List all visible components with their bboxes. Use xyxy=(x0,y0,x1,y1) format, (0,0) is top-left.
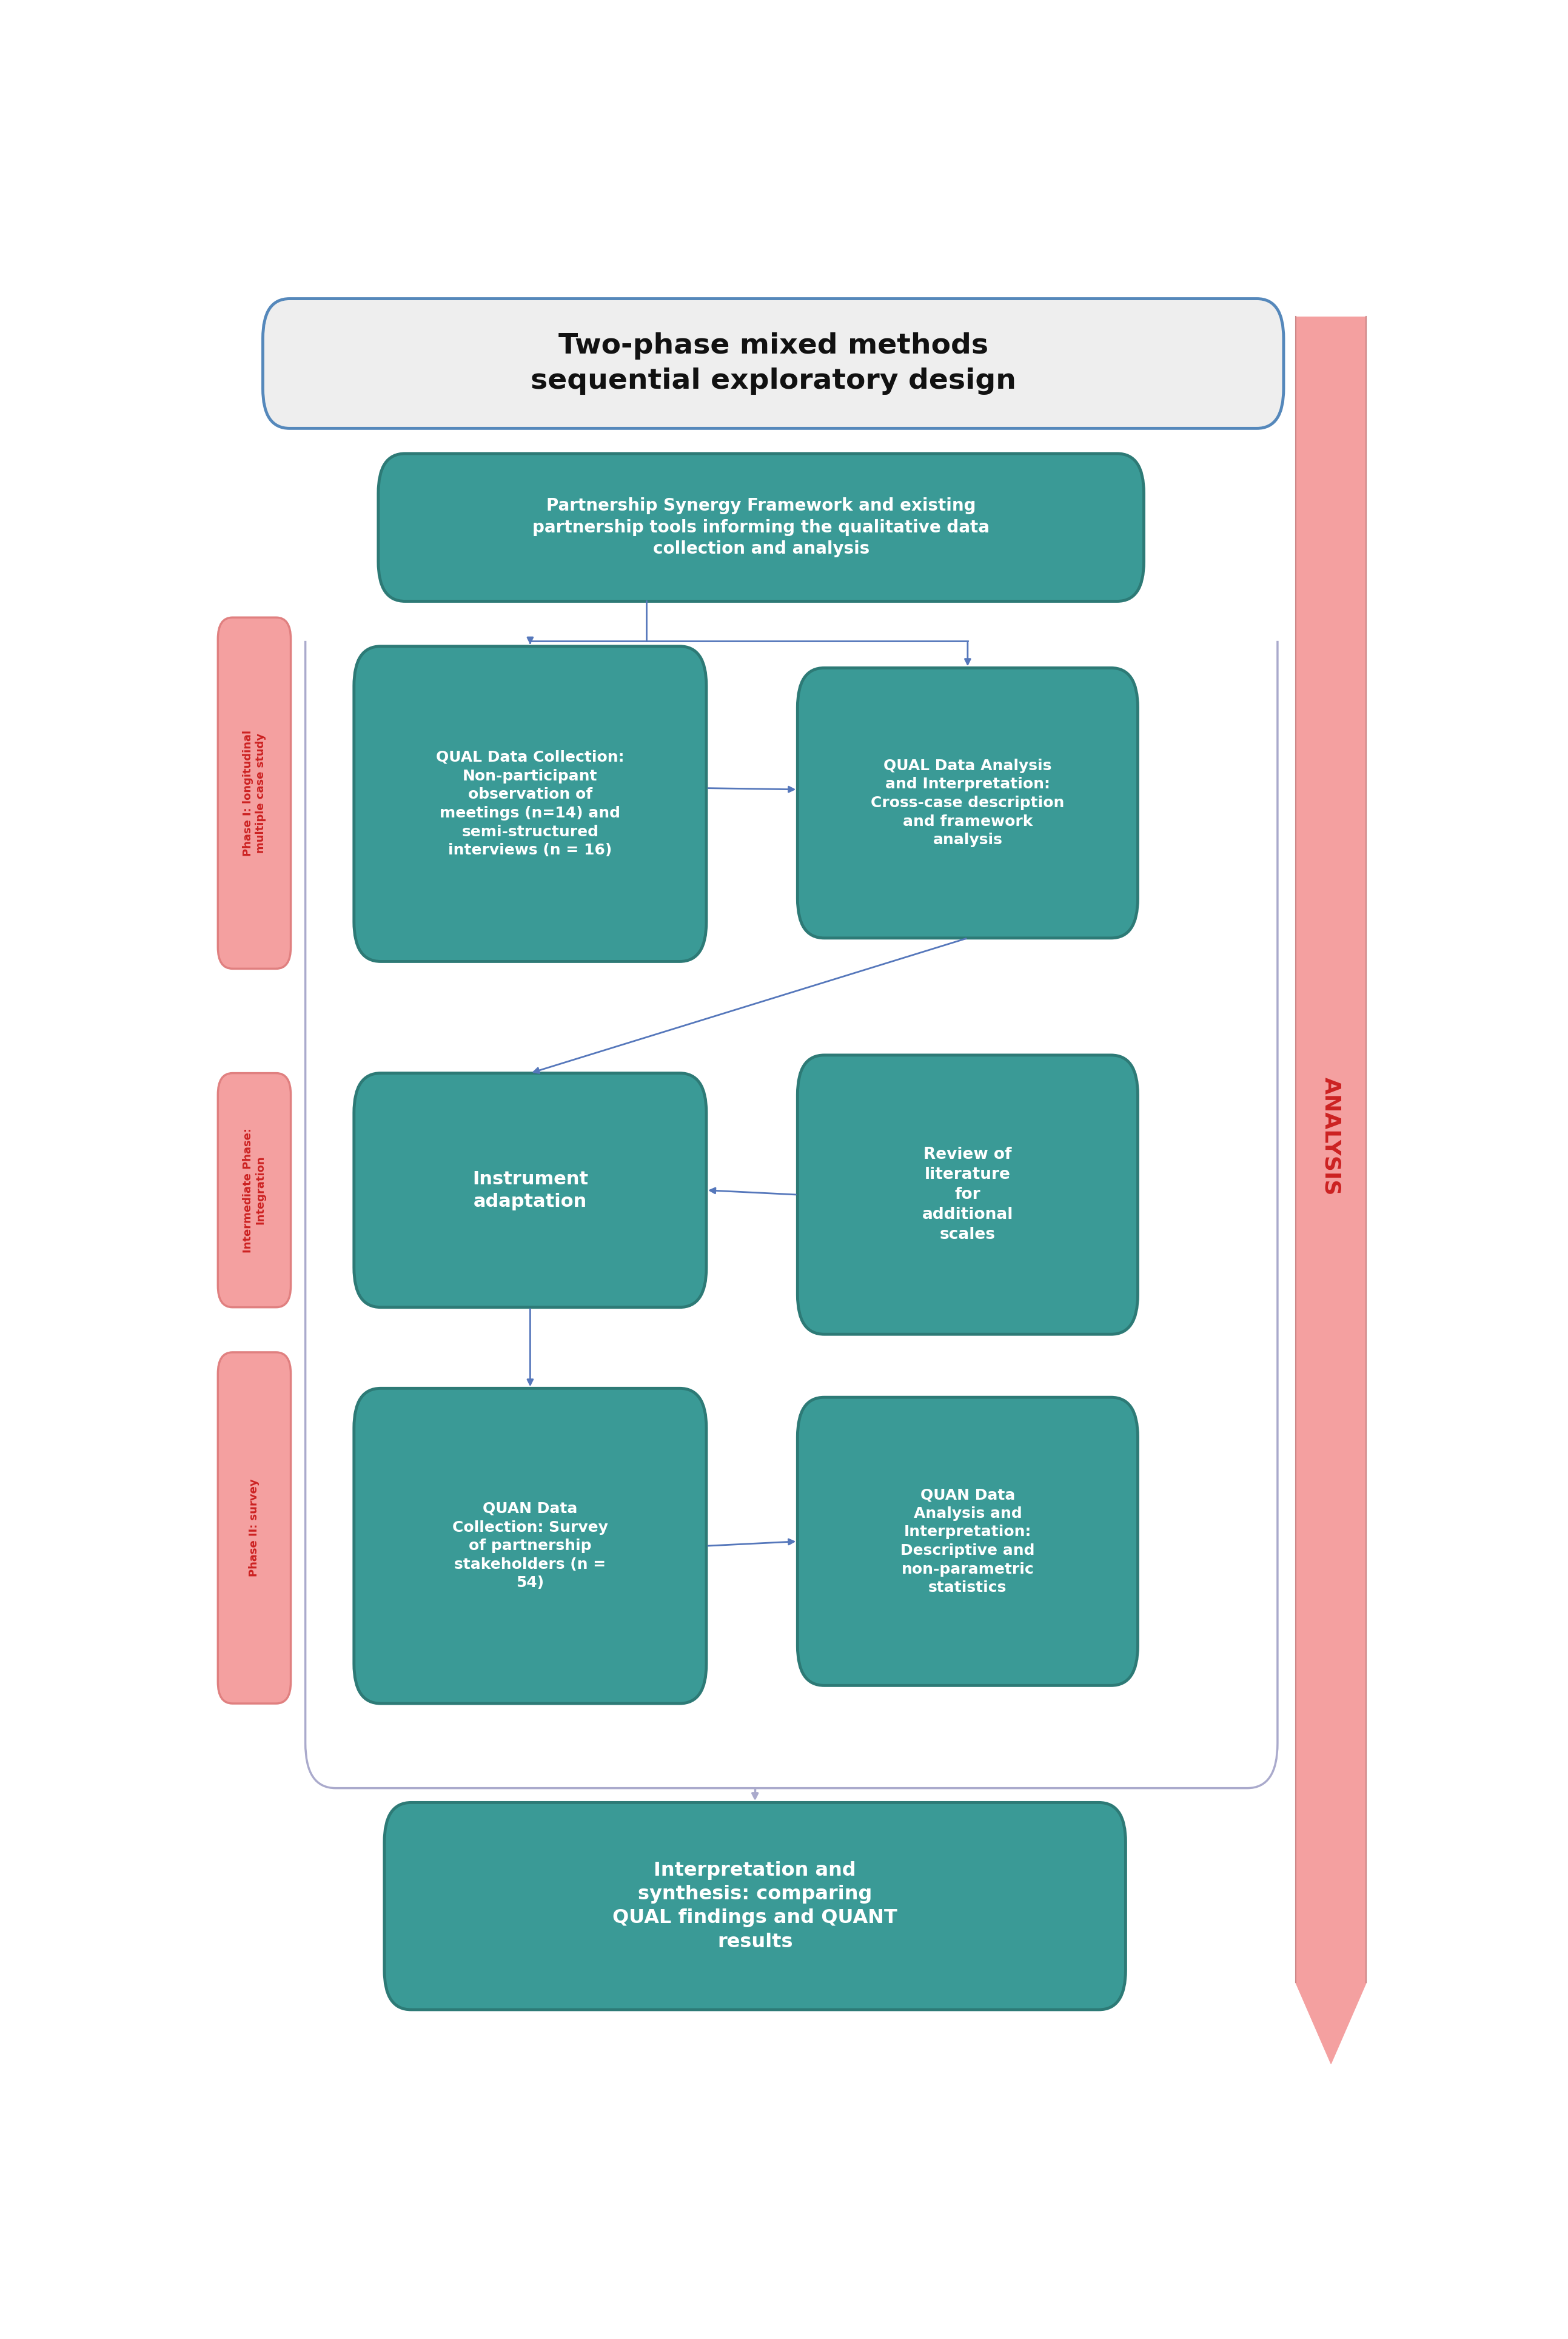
Text: Instrument
adaptation: Instrument adaptation xyxy=(472,1170,588,1209)
FancyBboxPatch shape xyxy=(354,646,706,961)
FancyBboxPatch shape xyxy=(1295,316,1366,1983)
Text: QUAN Data
Analysis and
Interpretation:
Descriptive and
non-parametric
statistics: QUAN Data Analysis and Interpretation: D… xyxy=(900,1488,1035,1595)
Text: QUAL Data Collection:
Non-participant
observation of
meetings (n=14) and
semi-st: QUAL Data Collection: Non-participant ob… xyxy=(436,751,624,858)
FancyBboxPatch shape xyxy=(384,1803,1126,2009)
FancyBboxPatch shape xyxy=(218,1352,290,1703)
FancyBboxPatch shape xyxy=(218,617,290,968)
Text: Interpretation and
synthesis: comparing
QUAL findings and QUANT
results: Interpretation and synthesis: comparing … xyxy=(613,1862,897,1951)
FancyBboxPatch shape xyxy=(798,1055,1138,1333)
FancyBboxPatch shape xyxy=(354,1389,706,1703)
Text: ANALYSIS: ANALYSIS xyxy=(1320,1076,1341,1195)
FancyBboxPatch shape xyxy=(354,1074,706,1308)
Text: Intermediate Phase:
Integration: Intermediate Phase: Integration xyxy=(243,1127,267,1254)
Text: Phase II: survey: Phase II: survey xyxy=(249,1478,260,1576)
FancyBboxPatch shape xyxy=(798,1396,1138,1686)
Polygon shape xyxy=(1295,1983,1366,2063)
FancyBboxPatch shape xyxy=(263,299,1284,428)
FancyBboxPatch shape xyxy=(378,454,1145,601)
Text: Partnership Synergy Framework and existing
partnership tools informing the quali: Partnership Synergy Framework and existi… xyxy=(533,498,989,557)
FancyBboxPatch shape xyxy=(798,669,1138,938)
Text: Review of
literature
for
additional
scales: Review of literature for additional scal… xyxy=(922,1146,1013,1242)
Text: Two-phase mixed methods
sequential exploratory design: Two-phase mixed methods sequential explo… xyxy=(530,332,1016,395)
Text: Phase I: longitudinal
multiple case study: Phase I: longitudinal multiple case stud… xyxy=(243,730,267,856)
Text: QUAL Data Analysis
and Interpretation:
Cross-case description
and framework
anal: QUAL Data Analysis and Interpretation: C… xyxy=(870,758,1065,847)
Text: QUAN Data
Collection: Survey
of partnership
stakeholders (n =
54): QUAN Data Collection: Survey of partners… xyxy=(452,1502,608,1591)
FancyBboxPatch shape xyxy=(218,1074,290,1308)
